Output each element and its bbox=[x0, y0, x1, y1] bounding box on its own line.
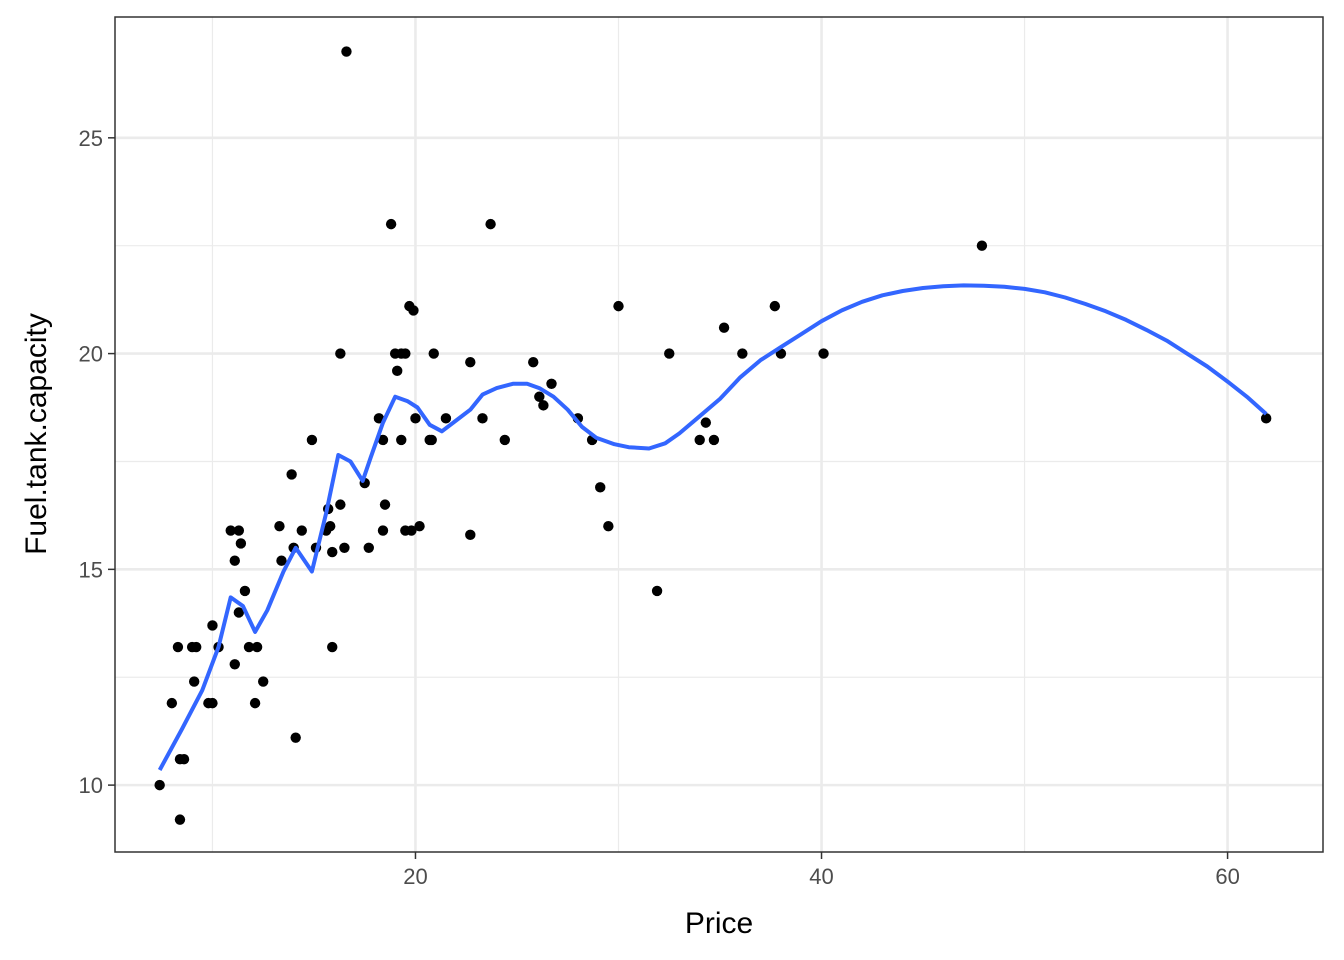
data-point bbox=[477, 413, 488, 424]
y-tick-label: 10 bbox=[79, 773, 103, 798]
data-point bbox=[440, 413, 452, 424]
data-point bbox=[174, 814, 186, 825]
data-point bbox=[251, 641, 263, 653]
minor-gridlines bbox=[115, 17, 1323, 852]
data-point bbox=[229, 555, 240, 566]
data-point bbox=[233, 525, 245, 536]
data-point bbox=[414, 520, 425, 532]
data-point bbox=[737, 348, 748, 359]
data-point bbox=[769, 300, 781, 312]
data-point bbox=[538, 400, 549, 411]
data-point bbox=[325, 520, 336, 532]
data-point bbox=[233, 607, 245, 618]
data-point bbox=[718, 322, 730, 333]
data-point bbox=[225, 525, 236, 536]
data-point bbox=[341, 46, 352, 57]
data-point bbox=[400, 348, 411, 359]
data-point bbox=[694, 434, 705, 446]
data-point bbox=[276, 555, 287, 566]
data-point bbox=[172, 641, 184, 653]
data-point bbox=[243, 641, 255, 653]
data-point bbox=[651, 585, 663, 597]
x-axis: 20 40 60 bbox=[403, 852, 1240, 889]
y-axis: 10 15 20 25 bbox=[79, 126, 115, 798]
data-point bbox=[465, 529, 476, 541]
data-point bbox=[499, 434, 511, 446]
plot-panel bbox=[115, 17, 1323, 852]
data-point bbox=[188, 676, 200, 687]
data-point bbox=[274, 520, 285, 532]
y-tick-label: 20 bbox=[79, 342, 103, 367]
data-point bbox=[426, 434, 437, 446]
data-point bbox=[546, 378, 557, 389]
data-point bbox=[154, 779, 165, 791]
data-point bbox=[1260, 413, 1272, 424]
data-point bbox=[306, 434, 318, 446]
x-axis-title: Price bbox=[685, 907, 753, 940]
data-point bbox=[603, 520, 614, 532]
major-gridlines bbox=[115, 17, 1323, 852]
data-point bbox=[613, 300, 624, 312]
data-point bbox=[406, 525, 417, 536]
data-point bbox=[327, 641, 338, 653]
data-point bbox=[166, 697, 178, 709]
data-point bbox=[191, 641, 202, 653]
y-tick-label: 15 bbox=[79, 557, 103, 582]
data-point bbox=[377, 525, 389, 536]
data-points bbox=[154, 46, 1272, 825]
x-tick-label: 20 bbox=[403, 864, 427, 889]
data-point bbox=[465, 357, 476, 368]
data-point bbox=[485, 218, 496, 230]
data-point bbox=[595, 482, 606, 493]
data-point bbox=[178, 754, 190, 765]
data-point bbox=[700, 417, 712, 428]
data-point bbox=[339, 542, 350, 553]
y-axis-title: Fuel.tank.capacity bbox=[20, 313, 53, 555]
data-point bbox=[392, 365, 403, 377]
data-point bbox=[290, 732, 301, 743]
data-point bbox=[396, 434, 407, 446]
data-point bbox=[229, 659, 240, 670]
data-point bbox=[408, 305, 419, 316]
data-point bbox=[385, 218, 397, 230]
data-point bbox=[410, 413, 421, 424]
data-point bbox=[976, 240, 988, 251]
data-point bbox=[534, 391, 545, 402]
data-point bbox=[207, 620, 218, 631]
data-point bbox=[664, 348, 675, 359]
data-point bbox=[363, 542, 374, 553]
plot-panel-border bbox=[114, 16, 1324, 853]
data-point bbox=[335, 348, 346, 359]
data-point bbox=[286, 469, 297, 480]
data-point bbox=[258, 676, 269, 687]
data-point bbox=[373, 413, 385, 424]
x-tick-label: 40 bbox=[809, 864, 833, 889]
data-point bbox=[379, 499, 391, 510]
data-point bbox=[528, 357, 539, 368]
data-point bbox=[377, 434, 389, 446]
data-point bbox=[818, 348, 829, 359]
data-point bbox=[296, 525, 307, 536]
data-point bbox=[428, 348, 439, 359]
data-point bbox=[708, 434, 720, 446]
data-point bbox=[327, 546, 338, 558]
smooth-trend-line bbox=[157, 283, 1268, 771]
y-tick-label: 25 bbox=[79, 126, 103, 151]
x-tick-label: 60 bbox=[1215, 864, 1239, 889]
data-point bbox=[335, 499, 346, 510]
data-point bbox=[235, 538, 247, 549]
data-point bbox=[249, 697, 261, 709]
data-point bbox=[239, 585, 251, 597]
data-point bbox=[207, 697, 218, 709]
